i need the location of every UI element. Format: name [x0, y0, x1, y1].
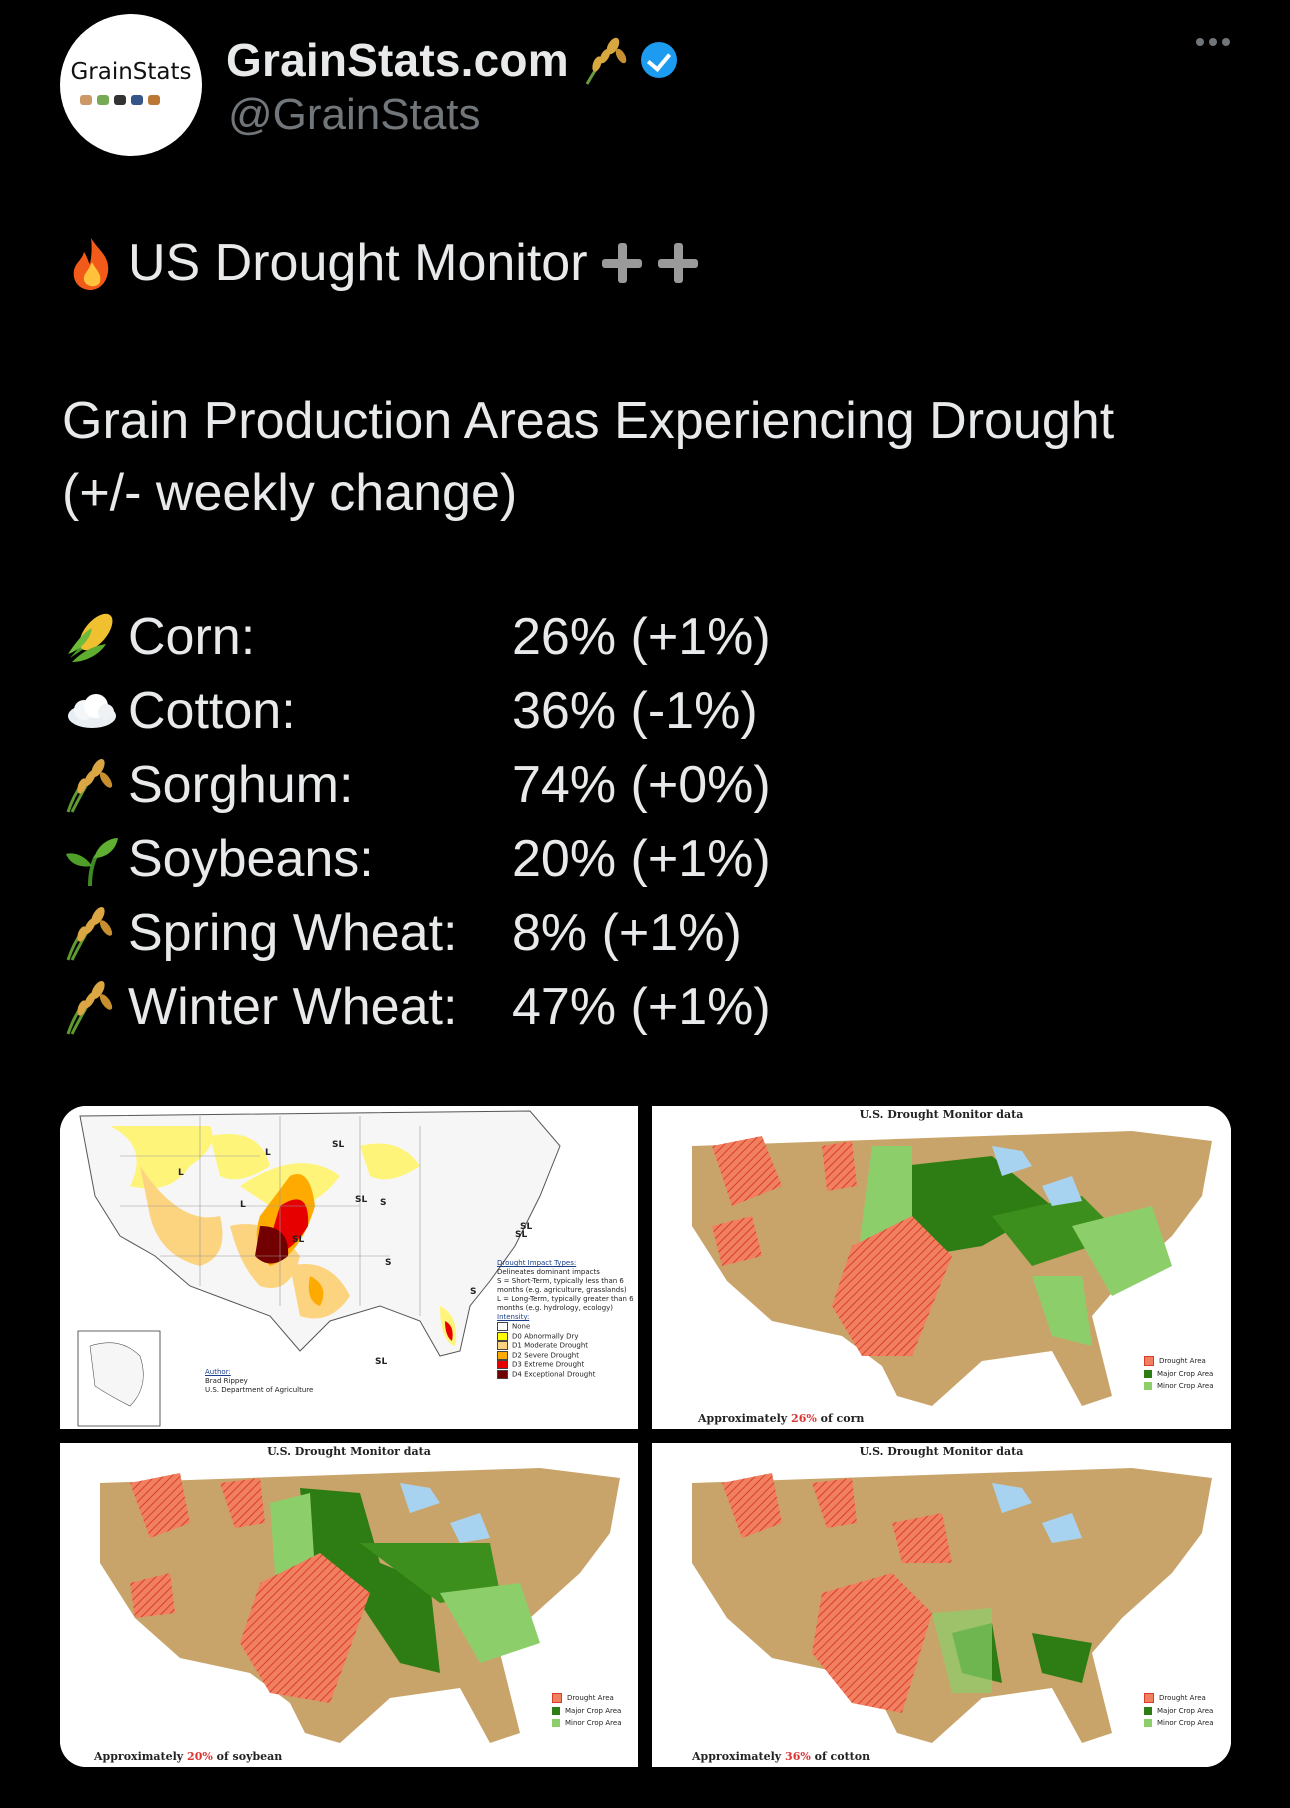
tweet-headline-line: US Drought Monitor	[62, 230, 700, 296]
crop-map-legend: Drought Area Major Crop Area Minor Crop …	[552, 1693, 621, 1731]
impact-title: Drought Impact Types:	[497, 1259, 577, 1267]
intensity-item: D0 Abnormally Dry	[497, 1331, 637, 1342]
map-label: SL	[292, 1235, 305, 1245]
crop-row-sorghum: Sorghum: 74% (+0%)	[62, 748, 771, 822]
crop-list: Corn: 26% (+1%) Cotton: 36% (-1%) Sorghu…	[62, 600, 771, 1044]
crop-row-cotton: Cotton: 36% (-1%)	[62, 674, 771, 748]
avatar-icons	[80, 92, 182, 106]
tweet-header: GrainStats GrainStats.com @GrainStats	[60, 14, 1230, 156]
impact-item: L = Long-Term, typically greater than 6 …	[497, 1295, 634, 1312]
map-label: L	[178, 1168, 184, 1178]
subtitle-line-1: Grain Production Areas Experiencing Drou…	[62, 392, 1115, 450]
media-grid: Drought Impact Types: Delineates dominan…	[60, 1106, 1231, 1767]
map-label: S	[470, 1287, 477, 1297]
display-name[interactable]: GrainStats.com	[226, 34, 569, 86]
fire-icon	[73, 238, 109, 290]
map-caption: Approximately 20% of soybean	[94, 1750, 283, 1763]
map-label: S	[380, 1198, 387, 1208]
drought-legend: Drought Impact Types: Delineates dominan…	[497, 1259, 637, 1379]
sheaf-icon	[585, 37, 627, 85]
map-label: L	[265, 1148, 271, 1158]
cotton-drought-map[interactable]: U.S. Drought Monitor data Approximately …	[652, 1443, 1231, 1767]
sheaf-icon	[66, 980, 113, 1035]
cloud-icon	[68, 694, 116, 728]
more-options-icon[interactable]	[1196, 38, 1230, 46]
intensity-item: D2 Severe Drought	[497, 1350, 637, 1361]
map-label: SL	[375, 1357, 388, 1367]
map-title: U.S. Drought Monitor data	[859, 1108, 1024, 1121]
plus-icon	[656, 241, 700, 285]
map-label: S	[385, 1258, 392, 1268]
crop-value: 8% (+1%)	[512, 904, 742, 962]
corn-icon	[68, 613, 113, 662]
map-label: SL	[355, 1195, 368, 1205]
map-caption: Approximately 26% of corn	[698, 1412, 865, 1425]
sheaf-icon	[66, 758, 113, 813]
crop-row-soybeans: Soybeans: 20% (+1%)	[62, 822, 771, 896]
crop-row-winter-wheat: Winter Wheat: 47% (+1%)	[62, 970, 771, 1044]
crop-row-spring-wheat: Spring Wheat: 8% (+1%)	[62, 896, 771, 970]
map-title: U.S. Drought Monitor data	[267, 1445, 431, 1458]
soybean-drought-map[interactable]: U.S. Drought Monitor data Approximately …	[60, 1443, 638, 1767]
sheaf-icon	[66, 906, 113, 961]
subtitle-line-2: (+/- weekly change)	[62, 464, 518, 522]
crop-name: Winter Wheat:	[128, 978, 458, 1036]
crop-map-legend: Drought Area Major Crop Area Minor Crop …	[1144, 1693, 1213, 1731]
verified-badge-icon	[640, 42, 677, 78]
corn-drought-map[interactable]: U.S. Drought Monitor data Approximately …	[652, 1106, 1231, 1429]
crop-value: 26% (+1%)	[512, 608, 771, 666]
intensity-title: Intensity:	[497, 1313, 530, 1321]
avatar[interactable]: GrainStats	[60, 14, 202, 156]
crop-value: 74% (+0%)	[512, 756, 771, 814]
impact-item: S = Short-Term, typically less than 6 mo…	[497, 1277, 627, 1294]
map-label: L	[240, 1200, 246, 1210]
map-label: SL	[520, 1222, 533, 1232]
crop-value: 47% (+1%)	[512, 978, 771, 1036]
map-title: U.S. Drought Monitor data	[859, 1445, 1024, 1458]
intensity-item: D1 Moderate Drought	[497, 1341, 637, 1351]
crop-name: Cotton:	[128, 682, 296, 740]
author-block: Author: Brad Rippey U.S. Department of A…	[205, 1368, 314, 1394]
name-row: GrainStats.com	[226, 28, 677, 92]
avatar-logo-text: GrainStats	[70, 59, 192, 85]
impact-item: Delineates dominant impacts	[497, 1268, 600, 1276]
tweet-subtitle: Grain Production Areas Experiencing Drou…	[62, 385, 1222, 529]
crop-row-corn: Corn: 26% (+1%)	[62, 600, 771, 674]
crop-name: Sorghum:	[128, 756, 354, 814]
crop-value: 20% (+1%)	[512, 830, 771, 888]
plus-icon	[600, 241, 644, 285]
crop-name: Soybeans:	[128, 830, 374, 888]
crop-name: Spring Wheat:	[128, 904, 458, 962]
map-label: SL	[515, 1230, 528, 1240]
map-caption: Approximately 36% of cotton	[692, 1750, 871, 1763]
intensity-item: D4 Exceptional Drought	[497, 1369, 637, 1380]
headline-text: US Drought Monitor	[128, 233, 588, 292]
crop-value: 36% (-1%)	[512, 682, 758, 740]
crop-map-legend: Drought Area Major Crop Area Minor Crop …	[1144, 1356, 1213, 1394]
handle[interactable]: @GrainStats	[228, 90, 481, 139]
seedling-icon	[66, 838, 118, 887]
intensity-item: None	[497, 1322, 637, 1332]
intensity-item: D3 Extreme Drought	[497, 1360, 637, 1370]
crop-name: Corn:	[128, 608, 256, 666]
map-label: SL	[332, 1140, 345, 1150]
drought-monitor-map[interactable]: Drought Impact Types: Delineates dominan…	[60, 1106, 638, 1429]
